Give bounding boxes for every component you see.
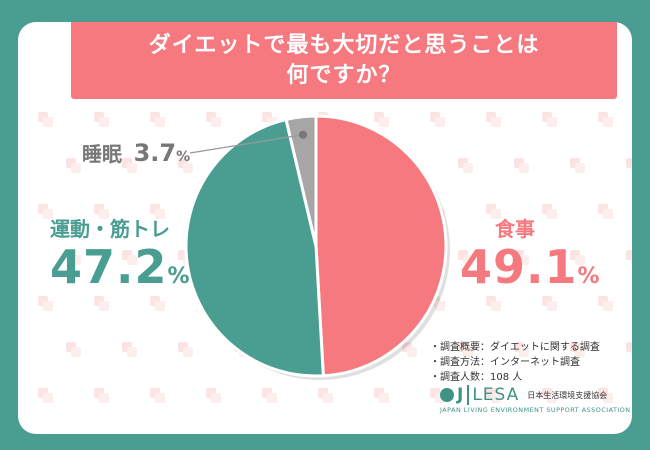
deco-square — [211, 393, 221, 403]
deco-square — [127, 163, 137, 173]
deco-square — [575, 163, 585, 173]
slice-sleep — [284, 114, 318, 247]
deco-square — [631, 255, 632, 265]
deco-square — [43, 117, 53, 127]
deco-square — [71, 347, 81, 357]
logo-lesa: LESA — [467, 385, 519, 405]
deco-square — [547, 117, 557, 127]
label-food-name: 食事 — [495, 217, 535, 241]
deco-square — [603, 301, 613, 311]
deco-square — [379, 117, 389, 127]
deco-square — [155, 393, 165, 403]
deco-square — [435, 117, 445, 127]
logo-j: J — [457, 385, 464, 405]
deco-square — [99, 301, 109, 311]
deco-square — [519, 255, 529, 265]
note-line: ・調査方法：インターネット調査 — [430, 357, 580, 368]
survey-notes: ・調査概要：ダイエットに関する調査 ・調査方法：インターネット調査 ・調査人数：… — [430, 340, 600, 385]
deco-square — [626, 342, 632, 352]
deco-square — [127, 347, 137, 357]
deco-square — [575, 255, 585, 265]
deco-square — [155, 117, 165, 127]
logo-circle-icon — [440, 388, 454, 402]
title-line-1: ダイエットで最も大切だと思うことは — [148, 32, 540, 58]
deco-square — [435, 301, 445, 311]
deco-square — [71, 255, 81, 265]
label-sleep: 睡眠 3.7% — [82, 138, 190, 167]
deco-square — [491, 301, 501, 311]
deco-square — [183, 347, 193, 357]
label-sleep-unit: % — [176, 149, 191, 165]
deco-square — [267, 393, 277, 403]
deco-square — [463, 347, 473, 357]
deco-square — [603, 209, 613, 219]
deco-square — [211, 117, 221, 127]
jlesa-logo: J LESA 日本生活環境支援協会 JAPAN LIVING ENVIRONME… — [440, 385, 631, 414]
note-line: ・調査概要：ダイエットに関する調査 — [430, 342, 600, 353]
deco-square — [603, 393, 613, 403]
label-exercise-name: 運動・筋トレ — [50, 217, 170, 241]
deco-square — [603, 117, 613, 127]
deco-square — [519, 163, 529, 173]
deco-square — [631, 347, 632, 357]
note-line: ・調査人数：108 人 — [430, 372, 523, 383]
deco-square — [463, 163, 473, 173]
sleep-leader-dot — [299, 130, 308, 139]
deco-square — [626, 250, 632, 260]
deco-square — [547, 301, 557, 311]
deco-square — [99, 393, 109, 403]
label-exercise-value: 47.2 — [50, 240, 168, 294]
deco-square — [155, 301, 165, 311]
deco-square — [491, 209, 501, 219]
label-sleep-value: 3.7 — [133, 139, 177, 167]
deco-square — [323, 393, 333, 403]
deco-square — [43, 393, 53, 403]
deco-square — [379, 393, 389, 403]
title-banner: ダイエットで最も大切だと思うことは 何ですか？ — [71, 22, 617, 99]
deco-square — [491, 393, 501, 403]
deco-square — [127, 255, 137, 265]
logo-english-name: JAPAN LIVING ENVIRONMENT SUPPORT ASSOCIA… — [440, 406, 631, 414]
deco-square — [43, 301, 53, 311]
deco-square — [547, 209, 557, 219]
deco-square — [155, 209, 165, 219]
sleep-leader-line — [189, 134, 304, 154]
label-food-unit: % — [577, 264, 600, 289]
label-food: 食事 49.1% — [460, 213, 600, 294]
deco-square — [183, 163, 193, 173]
slice-exercise — [184, 117, 325, 378]
label-exercise: 運動・筋トレ 47.2% — [50, 213, 190, 294]
label-food-value: 49.1 — [460, 240, 578, 294]
logo-japanese-name: 日本生活環境支援協会 — [527, 390, 608, 400]
deco-square — [71, 163, 81, 173]
deco-square — [626, 158, 632, 168]
deco-square — [519, 347, 529, 357]
deco-square — [43, 209, 53, 219]
label-sleep-name: 睡眠 — [82, 142, 122, 166]
slice-food — [314, 114, 448, 378]
title-line-2: 何ですか？ — [286, 62, 402, 88]
deco-square — [491, 117, 501, 127]
deco-square — [631, 163, 632, 173]
deco-square — [407, 347, 417, 357]
deco-square — [99, 117, 109, 127]
label-exercise-unit: % — [167, 264, 190, 289]
deco-square — [99, 209, 109, 219]
deco-square — [463, 255, 473, 265]
deco-square — [575, 347, 585, 357]
deco-square — [547, 393, 557, 403]
